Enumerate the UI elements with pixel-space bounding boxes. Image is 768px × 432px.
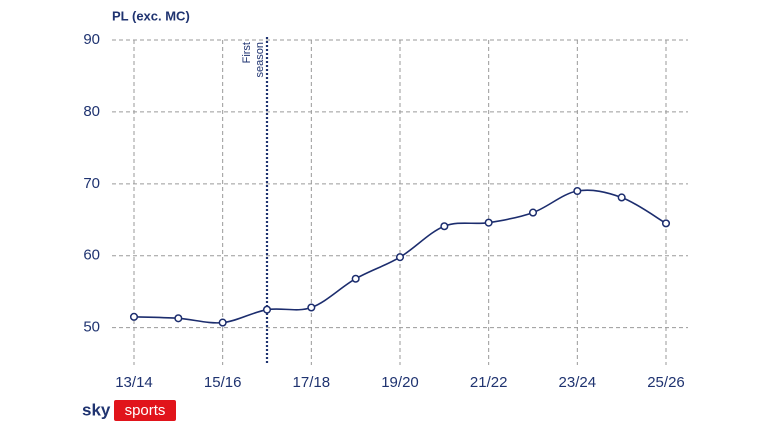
point [661, 219, 671, 228]
y-tick-label: 50 [83, 319, 100, 336]
chart-title: PL (exc. MC) [112, 8, 190, 23]
point [528, 208, 538, 217]
annotation-text: season [254, 42, 266, 77]
x-tick-label: 13/14 [115, 374, 153, 391]
y-tick-label: 90 [83, 31, 100, 48]
logo: sky sports [82, 400, 176, 421]
point [440, 222, 449, 231]
point [573, 186, 582, 196]
logo-sky: sky [82, 400, 111, 419]
point [351, 274, 360, 283]
y-tick-label: 70 [83, 175, 100, 192]
point [218, 318, 227, 327]
logo-sports: sports [125, 402, 166, 419]
x-tick-label: 17/18 [293, 374, 331, 391]
x-tick-label: 15/16 [204, 374, 242, 391]
logo-box [114, 400, 176, 421]
x-tick-label: 21/22 [470, 374, 508, 391]
point [617, 193, 626, 202]
point [395, 253, 405, 262]
point [262, 305, 272, 314]
point [174, 314, 183, 323]
point [129, 312, 139, 321]
x-tick-label: 19/20 [381, 374, 419, 391]
y-tick-label: 80 [83, 103, 100, 120]
annotation-text: First [241, 42, 253, 63]
point [484, 218, 493, 227]
x-tick-label: 23/24 [559, 374, 597, 391]
x-tick-label: 25/26 [647, 374, 685, 391]
point [307, 303, 316, 312]
y-tick-label: 60 [83, 247, 100, 264]
